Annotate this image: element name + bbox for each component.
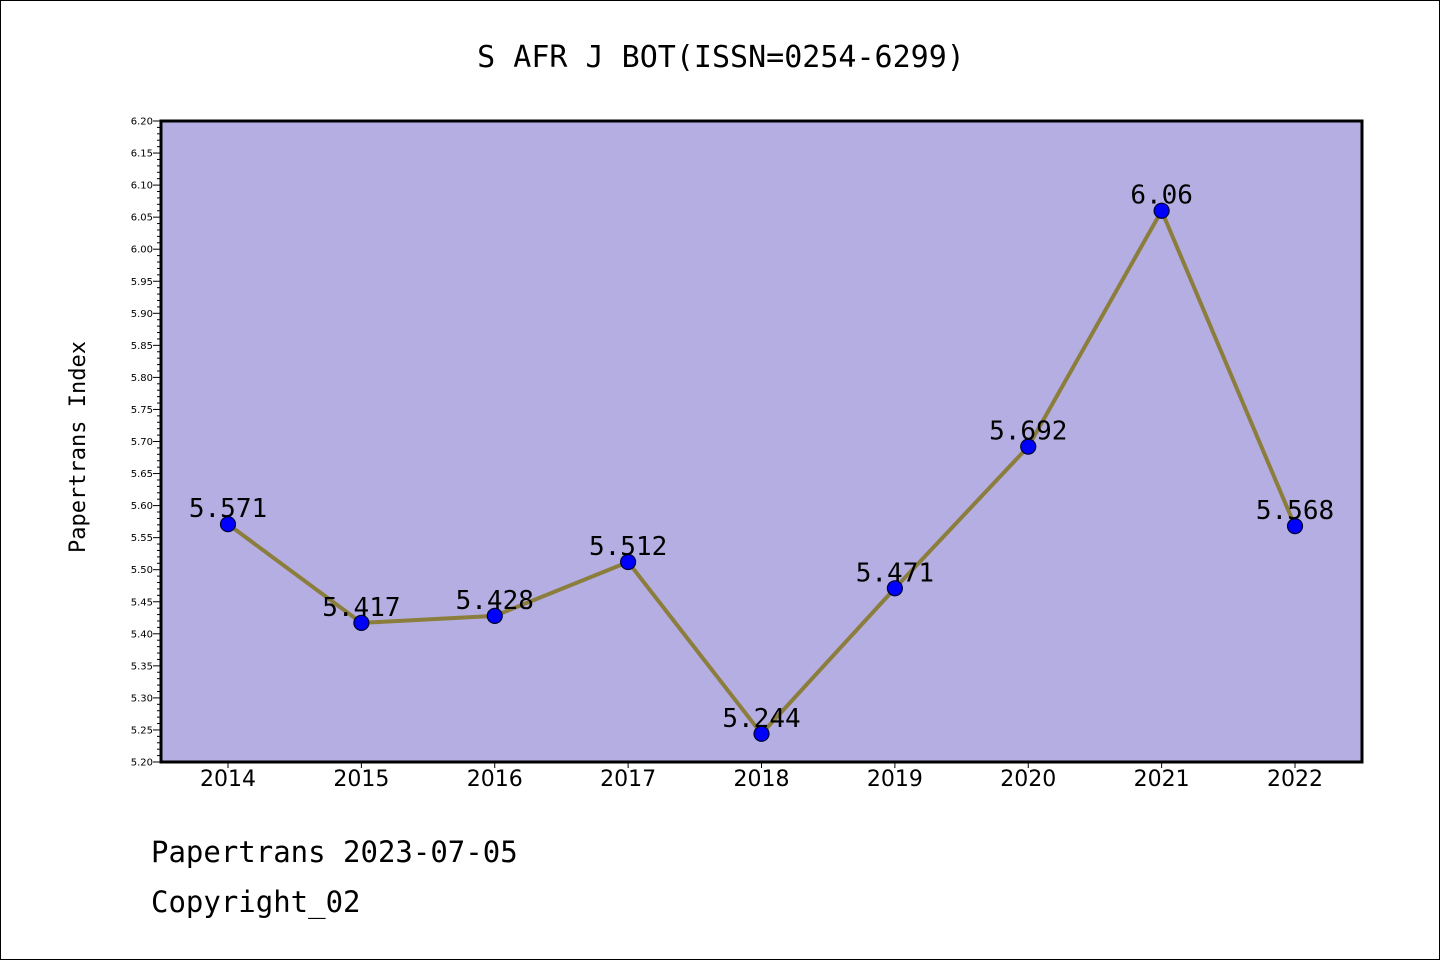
x-tick-label: 2022 — [1267, 767, 1323, 792]
y-axis-label: Papertrans Index — [66, 341, 91, 553]
data-labels: 5.571 5.417 5.428 5.512 5.244 5.471 5.692 6.06 5… — [189, 181, 1334, 734]
data-point — [486, 607, 503, 624]
plot-area — [161, 121, 1362, 762]
y-tick-label: 6.05 — [131, 213, 153, 224]
data-point — [753, 725, 770, 742]
y-tick-label: 5.20 — [131, 758, 153, 769]
x-tick-label: 2021 — [1134, 767, 1190, 792]
data-label: 5.512 — [589, 532, 667, 562]
x-tick-label: 2020 — [1000, 767, 1056, 792]
y-tick-label: 5.50 — [131, 565, 153, 576]
data-label: 5.417 — [322, 593, 400, 623]
y-tick-label: 5.65 — [131, 469, 153, 480]
x-tick-label: 2017 — [600, 767, 656, 792]
data-point — [620, 553, 637, 571]
y-tick-label: 5.70 — [131, 437, 153, 448]
y-tick-label: 6.15 — [131, 149, 153, 160]
y-tick-label: 6.10 — [131, 181, 153, 192]
footer-date-line: Papertrans 2023-07-05 — [151, 835, 518, 869]
y-tick-label: 5.85 — [131, 341, 153, 352]
footer-copyright-line: Copyright_02 — [151, 885, 361, 919]
y-tick-label: 5.30 — [131, 693, 153, 704]
y-tick-label: 5.45 — [131, 597, 153, 608]
data-label: 5.244 — [722, 704, 800, 734]
data-label: 6.06 — [1130, 181, 1193, 211]
data-point — [1286, 518, 1304, 535]
x-tick-label: 2015 — [333, 767, 389, 792]
data-label: 5.428 — [456, 586, 534, 616]
y-tick-label: 5.60 — [131, 501, 153, 512]
data-point — [1020, 438, 1037, 455]
y-axis-ticks: 5.20 5.25 5.30 5.35 5.40 5.45 5.50 5.55 5.60 5.65… — [131, 117, 161, 769]
x-tick-label: 2019 — [867, 767, 923, 792]
data-point — [219, 516, 237, 533]
data-label: 5.692 — [989, 417, 1067, 447]
data-label: 5.571 — [189, 494, 267, 524]
y-tick-label: 5.25 — [131, 725, 153, 736]
data-point — [1153, 202, 1170, 219]
y-tick-label: 6.00 — [131, 245, 153, 256]
y-tick-label: 5.75 — [131, 405, 153, 416]
y-tick-label: 5.40 — [131, 629, 153, 640]
x-axis-ticks: 2014 2015 2016 2017 2018 2019 2020 2021 2022 — [200, 762, 1323, 792]
data-point — [886, 580, 903, 597]
plot-frame — [159, 119, 1364, 764]
data-markers — [219, 202, 1304, 742]
y-tick-label: 5.95 — [131, 277, 153, 288]
x-tick-label: 2014 — [200, 767, 256, 792]
data-point — [353, 614, 370, 632]
data-label: 5.471 — [856, 558, 934, 588]
y-tick-label: 5.35 — [131, 661, 153, 672]
chart-title: S AFR J BOT(ISSN=0254-6299) — [477, 40, 965, 75]
y-tick-label: 5.80 — [131, 373, 153, 384]
y-tick-label: 5.55 — [131, 533, 153, 544]
y-tick-label: 6.20 — [131, 117, 153, 128]
data-label: 5.568 — [1256, 496, 1334, 526]
x-tick-label: 2018 — [734, 767, 790, 792]
y-tick-label: 5.90 — [131, 309, 153, 320]
x-tick-label: 2016 — [467, 767, 523, 792]
